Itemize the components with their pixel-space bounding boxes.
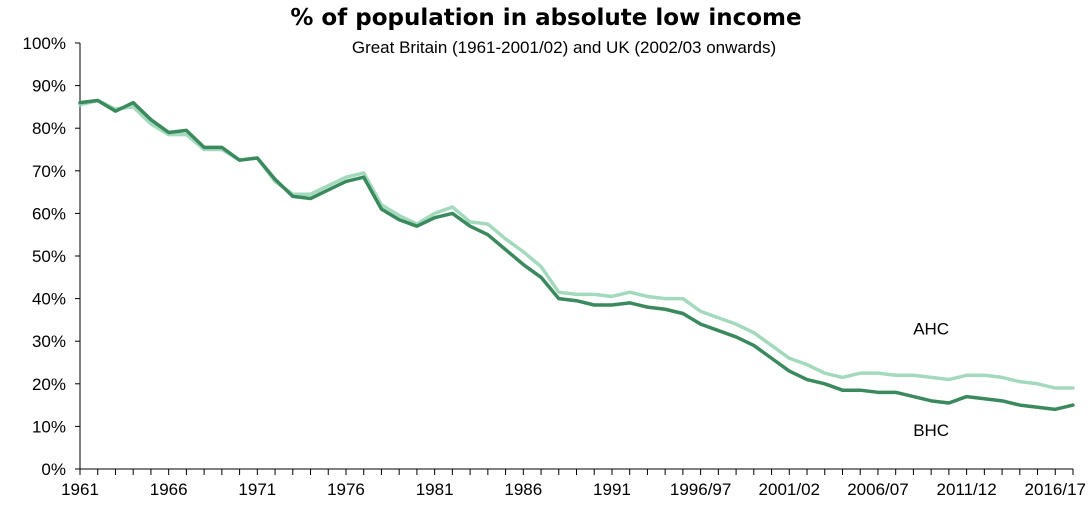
- series-label-ahc: AHC: [913, 319, 949, 338]
- series-group: [78, 98, 1075, 412]
- chart-title: % of population in absolute low income: [290, 5, 801, 31]
- series-line-bhc: [78, 98, 1075, 412]
- x-tick-label: 1976: [327, 480, 365, 499]
- y-tick-label: 80%: [32, 119, 66, 138]
- y-tick-label: 70%: [32, 162, 66, 181]
- x-tick-label: 1981: [416, 480, 454, 499]
- y-tick-label: 10%: [32, 417, 66, 436]
- x-tick-label: 1986: [504, 480, 542, 499]
- x-tick-label: 1991: [593, 480, 631, 499]
- x-tick-label: 2016/17: [1025, 480, 1086, 499]
- y-tick-label: 0%: [41, 460, 66, 479]
- x-tick-label: 2011/12: [937, 480, 997, 499]
- y-tick-label: 60%: [32, 204, 66, 223]
- x-tick-label: 1971: [238, 480, 276, 499]
- y-tick-label: 20%: [32, 375, 66, 394]
- y-tick-label: 30%: [32, 332, 66, 351]
- series-line-ahc: [78, 98, 1075, 390]
- series-labels: AHC BHC: [913, 319, 949, 439]
- series-label-bhc: BHC: [913, 421, 949, 440]
- y-tick-label: 40%: [32, 290, 66, 309]
- y-tick-label: 90%: [32, 77, 66, 96]
- x-tick-label: 1961: [61, 480, 99, 499]
- x-tick-label: 2006/07: [847, 480, 908, 499]
- chart-subtitle: Great Britain (1961-2001/02) and UK (200…: [352, 38, 776, 57]
- y-tick-label: 100%: [23, 34, 66, 53]
- x-axis: 1961 1966 1971 1976 1981 1986 1991 1996/97 2001/…: [61, 468, 1086, 499]
- y-tick-label: 50%: [32, 247, 66, 266]
- x-tick-label: 2001/02: [759, 480, 820, 499]
- x-tick-label: 1966: [150, 480, 188, 499]
- x-tick-label: 1996/97: [670, 480, 731, 499]
- y-axis: 0% 10% 20% 30% 40% 50% 60% 70% 80% 90% 100%: [23, 34, 81, 479]
